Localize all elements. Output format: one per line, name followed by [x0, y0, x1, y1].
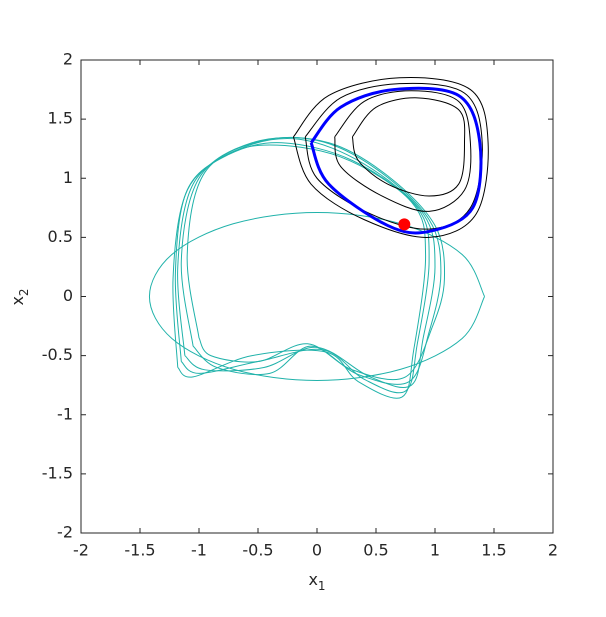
- x-tick-label: -1.5: [124, 541, 155, 560]
- x-tick-label: 1: [430, 541, 440, 560]
- x-label-sub: 1: [318, 579, 326, 593]
- x-tick-label: 0: [312, 541, 322, 560]
- y-tick-label: -1.5: [42, 463, 73, 482]
- y-label-main: x: [8, 296, 27, 305]
- y-tick-label: -2: [57, 523, 73, 542]
- trajectory: [292, 77, 489, 238]
- x-tick-label: 0.5: [363, 541, 388, 560]
- x-tick-label: 1.5: [481, 541, 506, 560]
- x-tick-label: 2: [548, 541, 558, 560]
- trajectory: [334, 90, 472, 212]
- x-axis-label: x1: [308, 570, 325, 593]
- x-tick-label: -2: [73, 541, 89, 560]
- trajectory: [172, 144, 427, 399]
- x-tick-label: -1: [191, 541, 207, 560]
- trajectory: [309, 86, 483, 235]
- marker-point: [398, 218, 411, 231]
- trajectory: [177, 138, 436, 389]
- trajectory: [186, 136, 446, 381]
- y-tick-label: 0: [63, 286, 73, 305]
- x-label-main: x: [308, 570, 317, 589]
- y-tick-label: 1: [63, 168, 73, 187]
- y-tick-label: -1: [57, 404, 73, 423]
- y-tick-label: 1.5: [48, 109, 73, 128]
- y-axis-label: x2: [8, 288, 31, 305]
- plot-area: [148, 77, 489, 399]
- x-tick-label: -0.5: [242, 541, 273, 560]
- y-tick-label: 2: [63, 50, 73, 69]
- y-tick-label: -0.5: [42, 345, 73, 364]
- trajectory: [351, 97, 466, 197]
- trajectory: [180, 137, 442, 385]
- y-label-sub: 2: [17, 288, 31, 296]
- y-tick-label: 0.5: [48, 227, 73, 246]
